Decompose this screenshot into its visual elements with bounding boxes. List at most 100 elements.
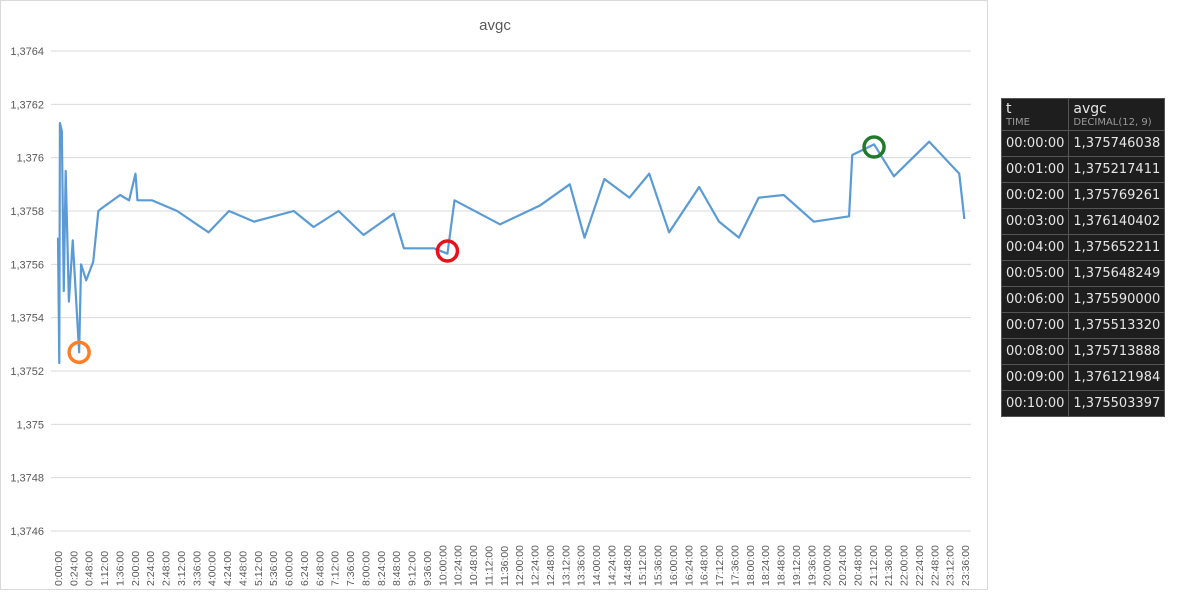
cell-t[interactable]: 00:01:00 [1002, 157, 1069, 183]
x-tick-label: 8:00:00 [360, 551, 372, 586]
cell-t[interactable]: 00:09:00 [1002, 365, 1069, 391]
x-tick-label: 19:36:00 [806, 545, 818, 586]
cell-t[interactable]: 00:10:00 [1002, 391, 1069, 417]
x-tick-label: 18:00:00 [745, 545, 757, 586]
x-tick-label: 16:00:00 [668, 545, 680, 586]
cell-avgc[interactable]: 1,376121984 [1069, 365, 1165, 391]
x-tick-label: 0:24:00 [68, 551, 80, 586]
x-tick-label: 16:24:00 [683, 545, 695, 586]
x-tick-label: 7:36:00 [345, 551, 357, 586]
x-tick-label: 21:12:00 [868, 545, 880, 586]
x-tick-label: 0:48:00 [84, 551, 96, 586]
x-tick-label: 5:36:00 [268, 551, 280, 586]
cell-avgc[interactable]: 1,375513320 [1069, 313, 1165, 339]
x-tick-label: 12:48:00 [545, 545, 557, 586]
cell-t[interactable]: 00:08:00 [1002, 339, 1069, 365]
x-tick-label: 13:36:00 [576, 545, 588, 586]
x-tick-label: 12:00:00 [514, 545, 526, 586]
cell-t[interactable]: 00:04:00 [1002, 235, 1069, 261]
x-tick-label: 1:36:00 [114, 551, 126, 586]
x-tick-label: 8:48:00 [391, 551, 403, 586]
x-tick-label: 21:36:00 [883, 545, 895, 586]
y-tick-label: 1,3756 [10, 259, 44, 271]
cell-avgc[interactable]: 1,375713888 [1069, 339, 1165, 365]
x-tick-label: 14:00:00 [591, 545, 603, 586]
cell-avgc[interactable]: 1,375648249 [1069, 261, 1165, 287]
cell-avgc[interactable]: 1,375503397 [1069, 391, 1165, 417]
y-tick-label: 1,3748 [10, 473, 44, 485]
y-tick-label: 1,3754 [10, 313, 44, 325]
col-type: DECIMAL(12, 9) [1073, 117, 1160, 128]
cell-t[interactable]: 00:03:00 [1002, 209, 1069, 235]
x-tick-label: 22:24:00 [914, 545, 926, 586]
x-tick-label: 15:36:00 [653, 545, 665, 586]
x-tick-label: 16:48:00 [699, 545, 711, 586]
y-tick-label: 1,3758 [10, 206, 44, 218]
x-tick-label: 8:24:00 [376, 551, 388, 586]
y-tick-label: 1,3746 [10, 526, 44, 538]
x-tick-label: 0:00:00 [53, 551, 65, 586]
x-tick-label: 2:00:00 [130, 551, 142, 586]
x-tick-label: 14:48:00 [622, 545, 634, 586]
x-tick-label: 3:12:00 [176, 551, 188, 586]
cell-avgc[interactable]: 1,375769261 [1069, 183, 1165, 209]
y-tick-label: 1,3752 [10, 366, 44, 378]
x-tick-label: 20:48:00 [852, 545, 864, 586]
x-tick-label: 22:00:00 [899, 545, 911, 586]
cell-t[interactable]: 00:06:00 [1002, 287, 1069, 313]
cell-t[interactable]: 00:00:00 [1002, 131, 1069, 157]
cell-avgc[interactable]: 1,375217411 [1069, 157, 1165, 183]
col-type: TIME [1006, 117, 1064, 128]
cell-t[interactable]: 00:05:00 [1002, 261, 1069, 287]
y-tick-label: 1,3762 [10, 99, 44, 111]
x-tick-label: 4:24:00 [222, 551, 234, 586]
x-tick-label: 3:36:00 [191, 551, 203, 586]
x-tick-label: 15:12:00 [637, 545, 649, 586]
y-tick-label: 1,375 [16, 419, 44, 431]
chart-svg: avgc 1,3746 1,3748 1,375 1,3752 1,3754 1,3756… [1, 1, 989, 591]
cell-t[interactable]: 00:02:00 [1002, 183, 1069, 209]
x-tick-label: 12:24:00 [530, 545, 542, 586]
col-name: avgc [1073, 101, 1106, 117]
cell-avgc[interactable]: 1,375652211 [1069, 235, 1165, 261]
x-tick-label: 2:24:00 [145, 551, 157, 586]
x-tick-label: 4:48:00 [237, 551, 249, 586]
cell-avgc[interactable]: 1,375746038 [1069, 131, 1165, 157]
x-tick-label: 10:00:00 [437, 545, 449, 586]
x-tick-label: 11:36:00 [499, 546, 511, 586]
x-tick-label: 18:24:00 [760, 545, 772, 586]
x-tick-label: 7:12:00 [330, 551, 342, 586]
x-tick-label: 4:00:00 [207, 551, 219, 586]
x-tick-label: 2:48:00 [161, 551, 173, 586]
col-name: t [1006, 101, 1012, 117]
x-tick-label: 14:24:00 [606, 545, 618, 586]
x-tick-label: 9:12:00 [407, 551, 419, 586]
y-tick-label: 1,3764 [10, 46, 44, 58]
x-tick-label: 1:12:00 [99, 551, 111, 586]
x-tick-label: 22:48:00 [929, 545, 941, 586]
x-tick-label: 20:00:00 [822, 545, 834, 586]
cell-avgc[interactable]: 1,376140402 [1069, 209, 1165, 235]
cell-avgc[interactable]: 1,375590000 [1069, 287, 1165, 313]
cell-t[interactable]: 00:07:00 [1002, 313, 1069, 339]
series-line-avgc [58, 123, 964, 363]
x-tick-label: 10:24:00 [453, 545, 465, 586]
x-tick-label: 18:48:00 [776, 545, 788, 586]
chart-title: avgc [479, 17, 511, 34]
x-tick-label: 6:00:00 [284, 551, 296, 586]
x-tick-label: 17:12:00 [714, 545, 726, 586]
